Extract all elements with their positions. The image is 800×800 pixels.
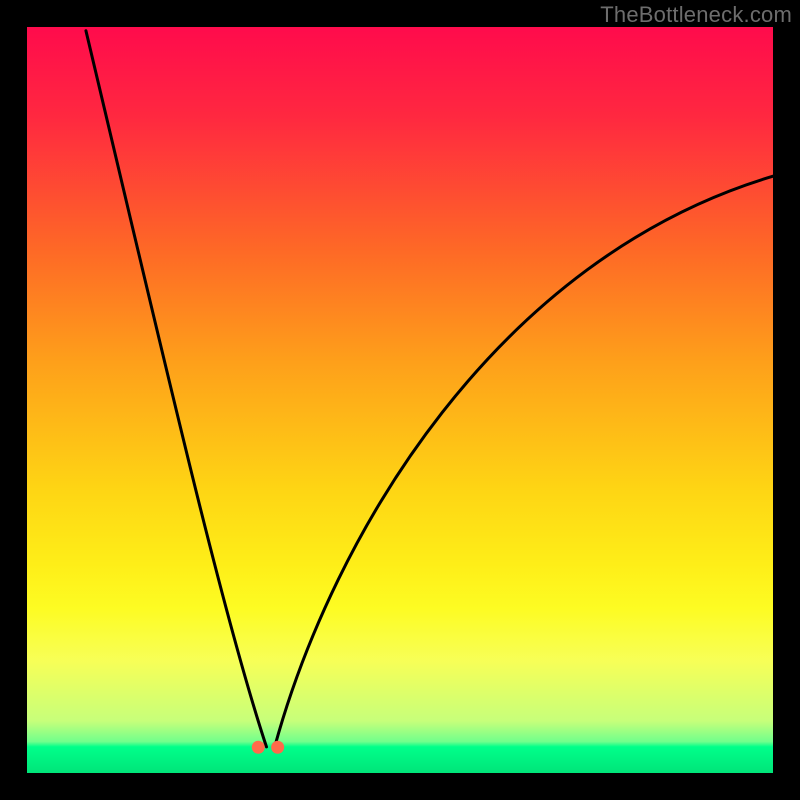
chart-stage: TheBottleneck.com [0, 0, 800, 800]
bottleneck-chart [0, 0, 800, 800]
minimum-marker [271, 741, 284, 754]
minimum-marker [252, 741, 265, 754]
gradient-background [27, 27, 773, 773]
watermark-text: TheBottleneck.com [600, 2, 792, 28]
